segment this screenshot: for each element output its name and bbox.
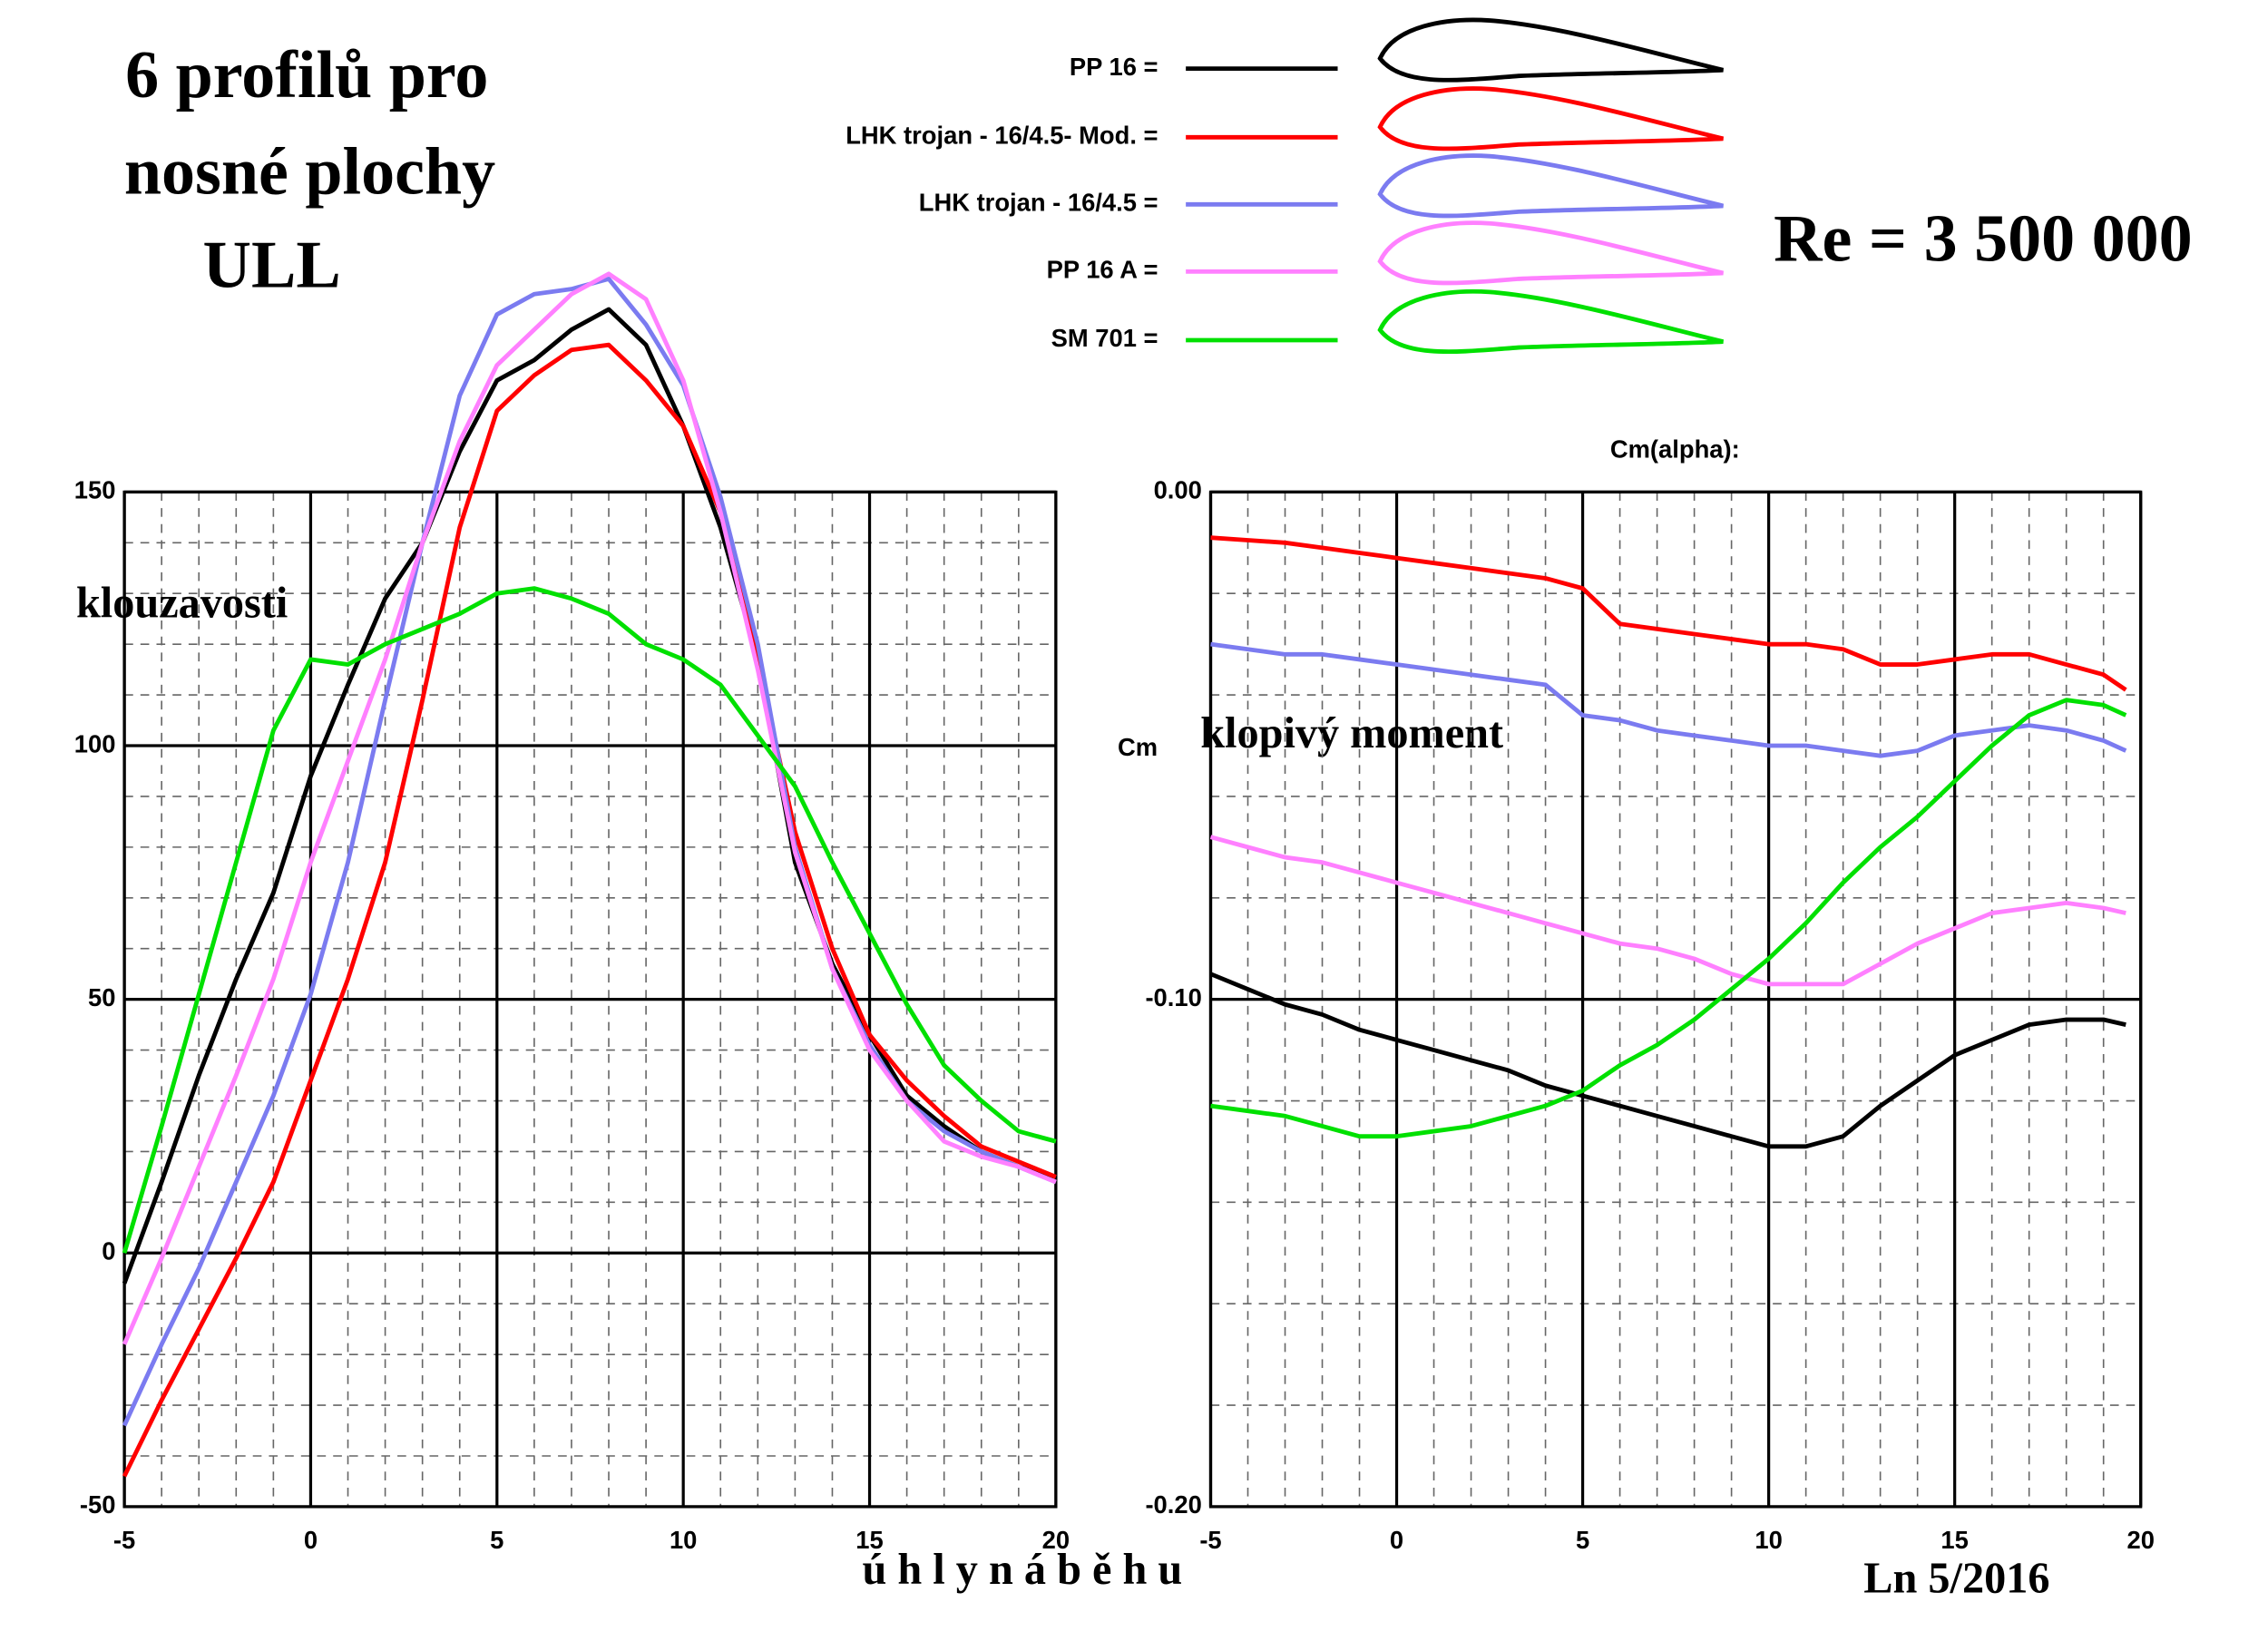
y-tick-label: -0.10 xyxy=(1145,983,1201,1011)
airfoil-shape xyxy=(1377,17,1724,83)
x-tick-label: -5 xyxy=(1199,1526,1221,1554)
legend-label: PP 16 = xyxy=(1070,53,1158,81)
y-axis-label: Cm xyxy=(1118,733,1158,761)
x-tick-label: 5 xyxy=(490,1526,503,1554)
annotation: klopivý moment xyxy=(1200,709,1503,757)
airfoil-shape xyxy=(1377,220,1724,286)
x-axis-label: ú h l y n á b ě h u xyxy=(862,1546,1182,1594)
legend-label: LHK trojan - 16/4.5- Mod. = xyxy=(846,122,1158,150)
airfoil-shape xyxy=(1377,153,1724,219)
x-tick-label: 0 xyxy=(304,1526,318,1554)
series-line xyxy=(1210,641,2127,758)
chart-title: Cm(alpha): xyxy=(1610,435,1740,464)
x-tick-label: 15 xyxy=(1941,1526,1968,1554)
legend-label: PP 16 A = xyxy=(1047,256,1158,284)
series-line xyxy=(1209,835,2126,987)
series-line xyxy=(122,307,1057,1284)
x-tick-label: 5 xyxy=(1576,1526,1589,1554)
x-tick-label: 15 xyxy=(855,1526,883,1554)
airfoil-shape xyxy=(1377,86,1724,151)
y-tick-label: 150 xyxy=(74,476,116,504)
legend-label: LHK trojan - 16/4.5 = xyxy=(919,189,1158,217)
series-line xyxy=(122,586,1057,1254)
y-tick-label: -0.20 xyxy=(1145,1490,1201,1519)
y-tick-label: 0 xyxy=(102,1237,115,1265)
x-tick-label: -5 xyxy=(113,1526,135,1554)
title-line: nosné plochy xyxy=(124,134,495,209)
series-line xyxy=(122,342,1057,1478)
series-line xyxy=(1209,972,2126,1149)
reynolds: Re = 3 500 000 xyxy=(1774,201,2193,276)
y-tick-label: 50 xyxy=(88,983,115,1011)
annotation: klouzavosti xyxy=(76,580,288,628)
series-line xyxy=(1210,535,2127,692)
x-tick-label: 10 xyxy=(670,1526,697,1554)
title-line: 6 profilů pro xyxy=(125,38,488,112)
plot-frame xyxy=(122,490,1058,1509)
y-tick-label: 100 xyxy=(74,729,116,757)
x-tick-label: 20 xyxy=(2126,1526,2154,1554)
signature: Ln 5/2016 xyxy=(1863,1555,2049,1603)
x-tick-label: 0 xyxy=(1390,1526,1403,1554)
series-line xyxy=(122,271,1057,1345)
x-tick-label: 20 xyxy=(1042,1526,1070,1554)
plot-frame xyxy=(1208,490,2143,1509)
x-tick-label: 10 xyxy=(1755,1526,1782,1554)
legend-label: SM 701 = xyxy=(1051,324,1158,352)
airfoil-shape xyxy=(1377,288,1724,355)
title-line: ULL xyxy=(203,228,341,302)
y-tick-label: -50 xyxy=(80,1490,116,1519)
series-line xyxy=(1210,698,2127,1139)
y-tick-label: 0.00 xyxy=(1154,476,1202,504)
